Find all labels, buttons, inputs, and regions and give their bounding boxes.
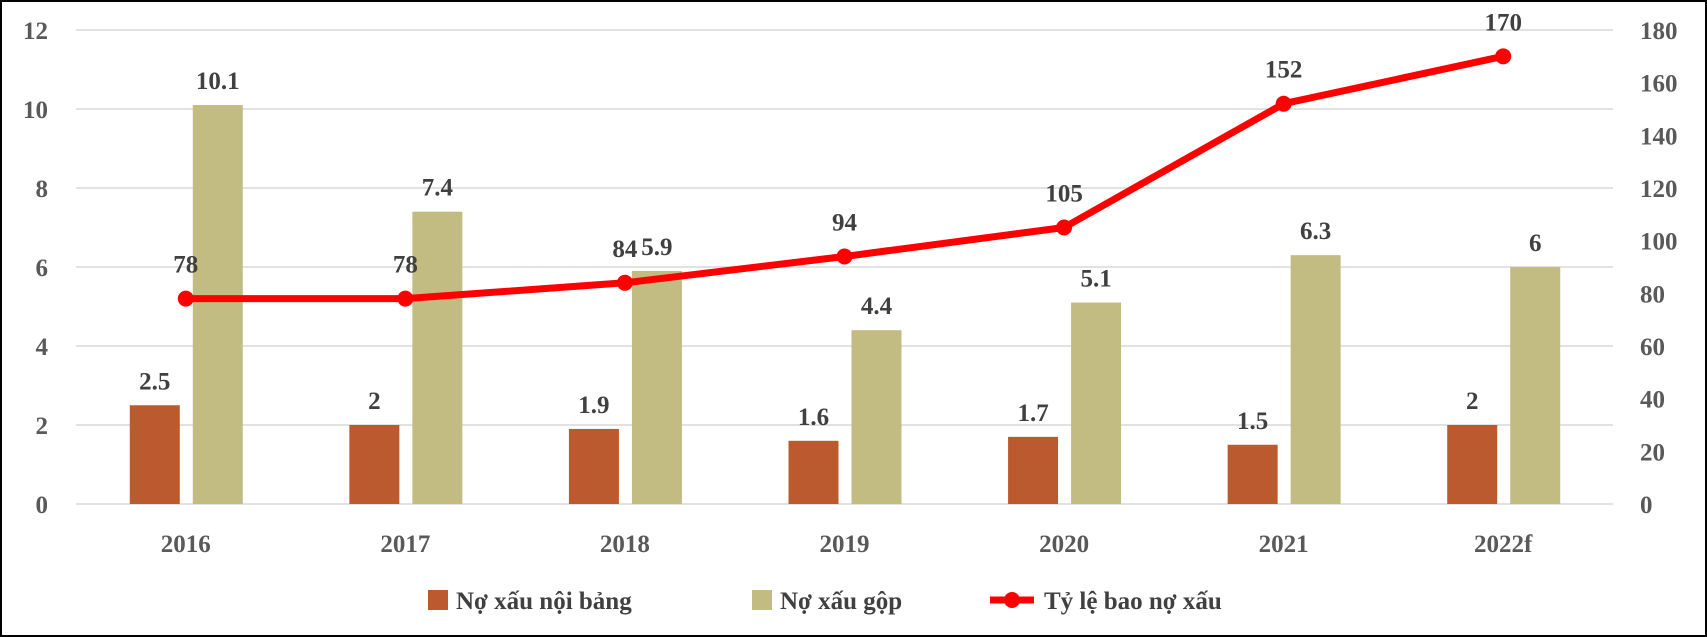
right-axis-tick: 60 (1640, 334, 1665, 361)
data-label: 78 (393, 252, 418, 279)
right-axis-tick: 140 (1640, 123, 1678, 150)
right-axis-tick: 100 (1640, 229, 1678, 256)
left-axis-tick: 4 (36, 334, 49, 361)
data-label: 6.3 (1300, 218, 1331, 245)
right-axis-tick: 0 (1640, 492, 1653, 519)
data-label: 105 (1045, 181, 1083, 208)
bar-no-xau-gop (192, 105, 243, 505)
data-label: 5.1 (1080, 266, 1111, 293)
data-label: 152 (1265, 57, 1303, 84)
data-label: 170 (1484, 9, 1522, 36)
right-axis-tick: 160 (1640, 71, 1678, 98)
data-label: 2 (368, 388, 381, 415)
bar-no-xau-gop (1510, 267, 1561, 504)
bar-no-xau-noi-bang (788, 440, 839, 504)
left-axis-tick: 6 (36, 255, 49, 282)
left-axis-tick: 12 (23, 18, 48, 45)
right-axis-tick: 20 (1640, 439, 1665, 466)
line-point (177, 290, 194, 307)
bar-no-xau-gop (631, 270, 682, 504)
data-label: 84 (612, 236, 638, 263)
legend-label: Nợ xấu nội bảng (456, 588, 632, 615)
x-axis-tick: 2018 (600, 531, 650, 558)
bar-no-xau-gop (1071, 302, 1122, 504)
data-label: 2 (1466, 388, 1479, 415)
data-label: 94 (832, 209, 858, 236)
bar-no-xau-noi-bang (1227, 444, 1278, 504)
data-label: 1.9 (578, 392, 609, 419)
data-label: 1.5 (1237, 408, 1268, 435)
legend-swatch (428, 590, 448, 610)
right-axis-tick: 80 (1640, 281, 1665, 308)
right-axis-tick: 40 (1640, 387, 1665, 414)
right-axis-tick: 180 (1640, 18, 1678, 45)
x-axis-tick: 2020 (1039, 531, 1089, 558)
x-axis-tick: 2017 (380, 531, 430, 558)
bar-no-xau-noi-bang (349, 425, 400, 504)
bar-no-xau-noi-bang (1008, 436, 1059, 504)
bar-no-xau-noi-bang (568, 428, 619, 504)
data-label: 78 (173, 252, 198, 279)
line-point (616, 274, 633, 291)
left-axis-tick: 2 (36, 413, 49, 440)
left-axis-tick: 0 (36, 492, 49, 519)
data-label: 5.9 (641, 234, 672, 261)
legend-swatch (752, 590, 772, 610)
bar-no-xau-noi-bang (129, 405, 180, 504)
data-label: 10.1 (196, 68, 240, 95)
left-axis-tick: 8 (36, 176, 49, 203)
line-point (1056, 219, 1073, 236)
legend-label: Nợ xấu gộp (780, 588, 902, 615)
legend-label: Tỷ lệ bao nợ xấu (1044, 588, 1222, 615)
x-axis-tick: 2021 (1259, 531, 1309, 558)
x-axis-tick: 2019 (820, 531, 870, 558)
bar-no-xau-gop (1290, 255, 1341, 504)
data-label: 7.4 (422, 175, 454, 202)
data-label: 6 (1529, 230, 1542, 257)
legend-marker (1004, 592, 1020, 608)
x-axis-tick: 2022f (1474, 531, 1533, 558)
left-axis-tick: 10 (23, 97, 48, 124)
bar-no-xau-gop (851, 330, 902, 504)
bar-no-xau-gop (412, 211, 463, 504)
data-label: 1.7 (1017, 400, 1048, 427)
bar-no-xau-noi-bang (1447, 425, 1498, 504)
line-point (397, 290, 414, 307)
data-label: 1.6 (798, 404, 829, 431)
right-axis-tick: 120 (1640, 176, 1678, 203)
data-label: 2.5 (139, 368, 170, 395)
line-point (1495, 48, 1512, 65)
line-point (836, 248, 853, 265)
line-point (1275, 95, 1292, 112)
x-axis-tick: 2016 (161, 531, 211, 558)
data-label: 4.4 (861, 293, 893, 320)
